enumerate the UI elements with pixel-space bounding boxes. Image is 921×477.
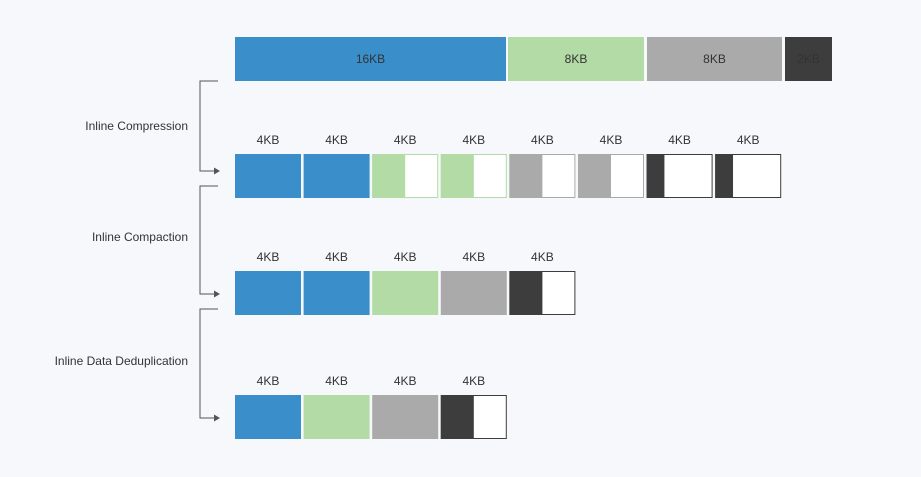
brackets — [199, 80, 218, 419]
bracket — [199, 185, 218, 295]
segment-label: 8KB — [703, 52, 726, 66]
block-label: 4KB — [394, 374, 417, 388]
step-label: Inline Compaction — [92, 230, 188, 244]
block — [715, 154, 734, 198]
arrowhead — [214, 167, 220, 175]
block-label: 4KB — [462, 374, 485, 388]
bracket — [199, 80, 218, 172]
block-label: 4KB — [257, 250, 280, 264]
block — [440, 154, 474, 198]
block — [372, 271, 439, 315]
segment-label: 8KB — [565, 52, 588, 66]
segment-label: 2KB — [797, 52, 820, 66]
step-label: Inline Compression — [85, 119, 188, 133]
block-label: 4KB — [325, 374, 348, 388]
step-label: Inline Data Deduplication — [55, 354, 188, 368]
block-label: 4KB — [668, 133, 691, 147]
block-label: 4KB — [394, 133, 417, 147]
block — [303, 395, 370, 439]
block-label: 4KB — [257, 374, 280, 388]
block — [235, 271, 301, 315]
segment — [508, 37, 644, 81]
block — [303, 154, 370, 198]
block — [646, 154, 665, 198]
block — [372, 154, 406, 198]
block-label: 4KB — [531, 250, 554, 264]
block-label: 4KB — [325, 250, 348, 264]
block-label: 4KB — [600, 133, 623, 147]
block — [440, 395, 474, 439]
block — [509, 271, 543, 315]
block — [235, 154, 301, 198]
segment — [647, 37, 782, 81]
block — [235, 395, 301, 439]
segment-label: 16KB — [356, 52, 385, 66]
block — [578, 154, 611, 198]
block-label: 4KB — [257, 133, 280, 147]
arrowheads — [214, 167, 220, 422]
segment — [785, 37, 832, 81]
block-label: 4KB — [394, 250, 417, 264]
arrowhead — [214, 290, 220, 298]
block — [303, 271, 370, 315]
block-label: 4KB — [462, 250, 485, 264]
block-label: 4KB — [325, 133, 348, 147]
block-label: 4KB — [462, 133, 485, 147]
block — [509, 154, 543, 198]
segment — [235, 37, 506, 81]
arrowhead — [214, 414, 220, 422]
bracket — [199, 308, 218, 419]
block — [372, 395, 439, 439]
block — [440, 271, 507, 315]
block-label: 4KB — [737, 133, 760, 147]
block-label: 4KB — [531, 133, 554, 147]
